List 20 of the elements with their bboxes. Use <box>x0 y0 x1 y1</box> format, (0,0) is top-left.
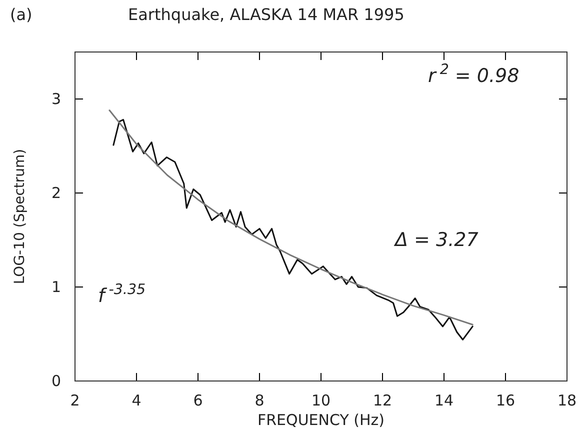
y-axis-title: LOG-10 (Spectrum) <box>12 148 28 284</box>
x-tick-label: 12 <box>372 392 392 410</box>
y-tick-label: 1 <box>51 278 61 296</box>
x-tick-label: 4 <box>132 392 142 410</box>
annotation: Δ = 3.27 <box>393 229 478 251</box>
annotation: f$^{-3.35}$ <box>98 282 146 307</box>
y-tick-label: 3 <box>51 90 61 108</box>
text: (a) <box>10 5 32 24</box>
y-tick-label: 0 <box>51 372 61 390</box>
annotation: r$^{2}$ = 0.98 <box>428 62 520 87</box>
x-tick-label: 8 <box>254 392 264 410</box>
x-axis-title: FREQUENCY (Hz) <box>257 411 385 429</box>
x-tick-label: 14 <box>434 392 454 410</box>
y-tick-label: 2 <box>51 184 61 202</box>
x-tick-label: 18 <box>557 392 577 410</box>
x-tick-label: 16 <box>496 392 516 410</box>
x-tick-label: 2 <box>70 392 80 410</box>
chart-title: Earthquake, ALASKA 14 MAR 1995 <box>128 5 404 24</box>
x-tick-label: 10 <box>311 392 331 410</box>
x-tick-label: 6 <box>193 392 203 410</box>
